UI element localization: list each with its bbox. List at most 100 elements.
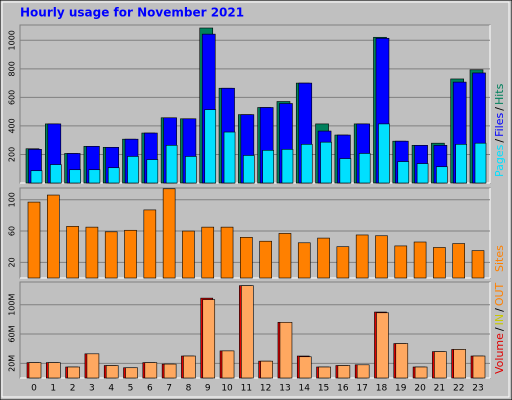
legend-entry: Pages	[493, 144, 506, 177]
bar	[279, 322, 293, 379]
bar	[281, 149, 294, 184]
bar	[88, 169, 101, 184]
bar	[300, 144, 313, 184]
bar	[434, 351, 447, 379]
bar	[47, 194, 60, 279]
bar	[27, 201, 41, 279]
bar	[50, 164, 62, 184]
bar	[378, 123, 390, 184]
bar	[107, 167, 120, 184]
bar	[243, 155, 255, 184]
bar	[221, 350, 235, 379]
x-tick-label: 19	[395, 384, 407, 394]
bar	[127, 156, 139, 184]
x-tick-label: 13	[279, 384, 290, 394]
bar	[452, 243, 465, 279]
bar	[397, 161, 410, 184]
bar	[433, 247, 446, 279]
bar	[297, 242, 311, 279]
bar	[298, 356, 312, 379]
bar	[185, 156, 197, 184]
x-tick-label: 15	[318, 384, 329, 394]
bar	[375, 235, 388, 279]
bar	[241, 285, 254, 379]
y-tick-label: 60M	[8, 325, 17, 342]
bar	[356, 364, 370, 379]
x-tick-label: 14	[299, 384, 311, 394]
bar	[146, 159, 159, 184]
legend-entry: Files	[493, 112, 506, 136]
legend: Volume / IN / OUT	[493, 282, 506, 374]
x-tick-label: 6	[147, 384, 153, 394]
legend-separator: /	[493, 308, 506, 312]
bar	[278, 233, 292, 279]
x-tick-label: 10	[221, 384, 233, 394]
bar	[66, 226, 79, 279]
legend: Pages/Files/Hits	[493, 83, 506, 177]
y-tick-label: 20	[8, 257, 17, 267]
x-tick-label: 9	[205, 384, 211, 394]
legend-separator: /	[493, 139, 506, 143]
x-tick-label: 17	[356, 384, 367, 394]
bar	[260, 360, 273, 379]
bar	[413, 241, 427, 279]
y-tick-label: 800	[8, 61, 17, 76]
x-tick-label: 22	[453, 384, 464, 394]
panel	[19, 187, 491, 279]
x-tick-label: 20	[414, 384, 426, 394]
legend-axis-label: Volume	[493, 333, 506, 374]
bar	[143, 209, 157, 279]
bar	[394, 245, 408, 279]
bar	[472, 355, 486, 379]
legend-entry: OUT	[493, 282, 506, 306]
bar	[165, 145, 178, 184]
bar	[30, 170, 43, 184]
legend-separator: /	[493, 107, 506, 111]
bar	[104, 231, 118, 279]
legend-entry: Hits	[493, 83, 506, 105]
bar	[202, 299, 216, 379]
bar	[436, 166, 448, 184]
bar	[455, 144, 467, 184]
x-tick-label: 5	[128, 384, 134, 394]
bar	[471, 250, 485, 279]
bar	[414, 366, 428, 379]
bar	[86, 353, 100, 379]
bar	[262, 150, 274, 184]
bar	[183, 355, 196, 379]
bar	[376, 312, 389, 379]
bar	[240, 237, 253, 279]
bar	[355, 234, 369, 279]
bar	[337, 365, 351, 379]
y-tick-label: 1000	[8, 30, 17, 50]
x-tick-label: 12	[260, 384, 271, 394]
bar	[201, 226, 215, 279]
bar	[358, 153, 371, 184]
legend-entry: IN	[493, 314, 506, 325]
y-tick-label: 60	[8, 226, 17, 236]
bar	[28, 362, 42, 379]
bar	[144, 362, 158, 379]
x-tick-label: 21	[434, 384, 445, 394]
bar	[163, 363, 177, 379]
bar	[105, 365, 119, 379]
bar	[162, 188, 176, 279]
bar	[67, 366, 80, 379]
y-tick-label: 20M	[8, 355, 17, 372]
bar	[317, 237, 330, 279]
x-tick-label: 16	[337, 384, 349, 394]
bar	[259, 240, 272, 279]
bar	[318, 366, 331, 379]
bar	[339, 158, 352, 184]
x-tick-label: 0	[31, 384, 37, 394]
y-tick-label: 400	[8, 118, 17, 133]
x-tick-label: 8	[186, 384, 192, 394]
y-tick-label: 600	[8, 90, 17, 105]
y-tick-label: 100M	[8, 294, 17, 316]
x-tick-label: 18	[376, 384, 388, 394]
x-tick-label: 23	[472, 384, 483, 394]
bar	[336, 246, 350, 279]
y-tick-label: 200	[8, 147, 17, 162]
